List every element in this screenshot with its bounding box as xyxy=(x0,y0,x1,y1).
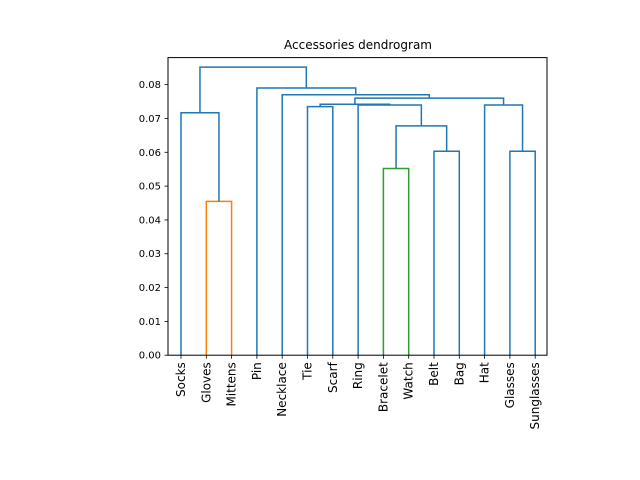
y-tick-label: 0.07 xyxy=(139,114,161,125)
leaf-label-socks: Socks xyxy=(174,362,188,397)
leaf-label-gloves: Gloves xyxy=(199,362,213,403)
leaf-label-bag: Bag xyxy=(452,362,466,385)
y-tick-label: 0.00 xyxy=(139,351,161,362)
leaf-label-tie: Tie xyxy=(301,362,315,381)
y-tick-label: 0.02 xyxy=(139,283,161,294)
leaf-label-watch: Watch xyxy=(402,362,416,399)
y-tick-label: 0.04 xyxy=(139,215,161,226)
chart-title: Accessories dendrogram xyxy=(284,38,432,52)
y-tick-label: 0.05 xyxy=(139,182,161,193)
dendrogram-link-13 xyxy=(199,66,308,113)
dendrogram-link-3 xyxy=(509,150,536,356)
dendrogram-link-0 xyxy=(205,200,233,356)
dendrogram-link-4 xyxy=(395,125,448,169)
x-axis: Socks Gloves Mittens Pin Necklace Tie Scarf Rin… xyxy=(174,355,542,429)
y-tick-label: 0.06 xyxy=(139,148,161,159)
leaf-label-mittens: Mittens xyxy=(225,362,239,406)
dendrogram-link-2 xyxy=(433,150,461,356)
dendrogram-link-1 xyxy=(382,167,410,356)
leaf-label-belt: Belt xyxy=(427,362,441,386)
leaf-label-pin: Pin xyxy=(250,362,264,380)
leaf-label-hat: Hat xyxy=(478,362,492,383)
leaf-label-sunglasses: Sunglasses xyxy=(528,362,542,429)
leaf-label-necklace: Necklace xyxy=(275,362,289,417)
dendrogram-link-6 xyxy=(306,105,334,356)
plot-area-frame xyxy=(167,57,548,356)
y-tick-label: 0.01 xyxy=(139,317,161,328)
leaf-label-bracelet: Bracelet xyxy=(376,362,390,412)
leaf-label-scarf: Scarf xyxy=(326,361,340,393)
leaf-label-ring: Ring xyxy=(351,362,365,389)
dendrogram-link-5 xyxy=(180,111,220,356)
dendrogram-link-8 xyxy=(483,104,524,356)
y-tick-label: 0.08 xyxy=(139,80,161,91)
dendrogram-link-12 xyxy=(256,87,357,356)
dendrogram-link-11 xyxy=(281,94,431,356)
dendrogram-links xyxy=(180,66,536,356)
leaf-label-glasses: Glasses xyxy=(503,362,517,408)
dendrogram-link-7 xyxy=(357,104,423,356)
y-axis: 0.00 0.01 0.02 0.03 0.04 0.05 0.06 0.07 0.08 xyxy=(139,80,168,362)
y-tick-label: 0.03 xyxy=(139,249,161,260)
